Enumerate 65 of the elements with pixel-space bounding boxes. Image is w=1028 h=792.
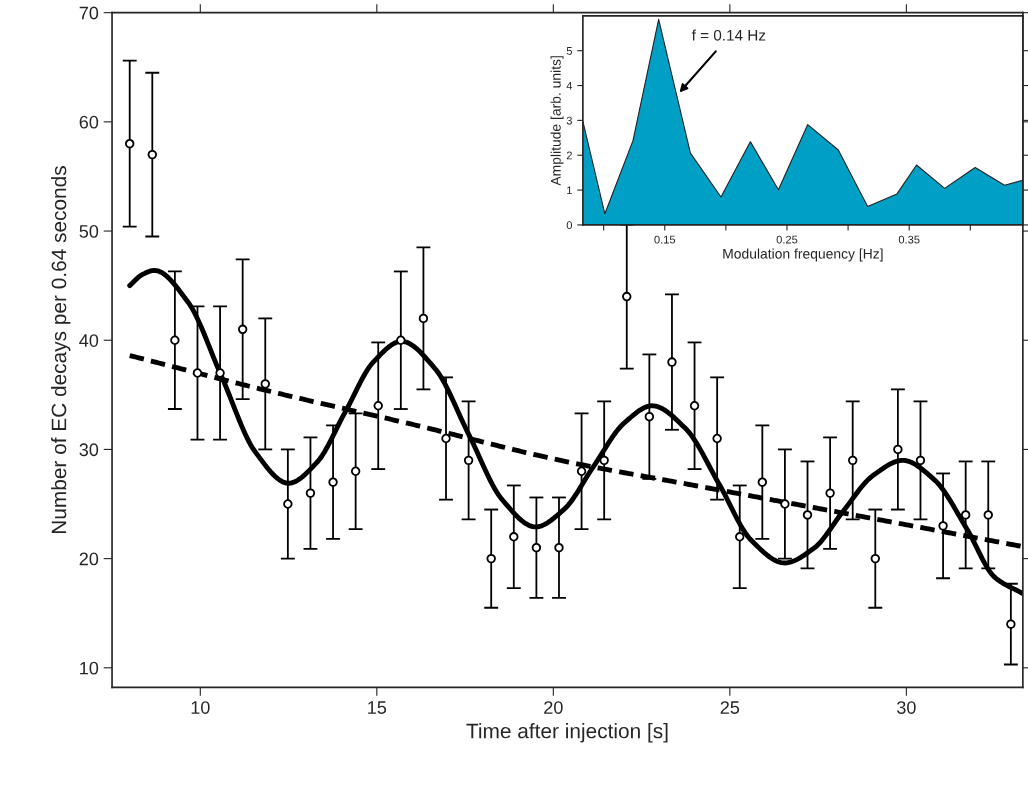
y-axis-title: Amplitude [arb. units] <box>550 56 564 186</box>
point <box>1006 619 1016 629</box>
point <box>870 553 881 564</box>
point <box>983 510 993 520</box>
y-tick-label: 3 <box>566 116 572 125</box>
point <box>463 455 474 466</box>
point <box>283 499 293 509</box>
point <box>757 477 768 487</box>
point <box>599 455 609 466</box>
y-tick-label: 20 <box>79 552 99 566</box>
y-tick-label: 5 <box>566 47 572 55</box>
point <box>418 313 429 324</box>
y-tick-label: 0 <box>566 221 573 230</box>
annotation: f = 0.14 Hz <box>691 29 766 41</box>
y-tick-label: 40 <box>79 334 99 347</box>
point <box>373 401 383 411</box>
x-axis-title: Modulation frequency [Hz] <box>723 248 883 262</box>
point <box>825 488 835 498</box>
y-tick-label: 70 <box>79 6 99 20</box>
y-tick-label: 4 <box>566 81 573 90</box>
y-tick-label: 10 <box>80 661 99 675</box>
point <box>509 532 519 542</box>
point <box>124 138 135 149</box>
x-tick-label: 10 <box>191 701 210 714</box>
point <box>847 455 858 466</box>
y-axis-title: Number of EC decays per 0.64 seconds <box>51 166 71 534</box>
x-tick-label: 0.15 <box>654 235 676 244</box>
point <box>622 291 632 302</box>
point <box>915 455 926 466</box>
point <box>938 521 948 531</box>
x-tick-label: 30 <box>897 701 916 714</box>
point <box>350 466 361 476</box>
point <box>554 542 564 553</box>
point <box>802 510 813 520</box>
point <box>893 444 903 455</box>
point <box>531 542 542 553</box>
y-tick-label: 1 <box>567 186 572 195</box>
point <box>667 357 677 367</box>
point <box>328 477 338 487</box>
x-tick-label: 0.35 <box>898 235 920 244</box>
point <box>192 368 203 378</box>
point <box>441 433 451 444</box>
x-axis-title: Time after injection [s] <box>466 723 668 743</box>
y-tick-label: 50 <box>79 224 99 238</box>
point <box>712 433 722 444</box>
point <box>305 488 316 498</box>
y-tick-label: 60 <box>79 115 99 129</box>
point <box>576 466 587 476</box>
point <box>260 379 270 389</box>
point <box>486 553 496 564</box>
point <box>147 149 158 160</box>
x-tick-label: 15 <box>368 701 387 714</box>
point <box>689 401 700 411</box>
point <box>237 324 248 335</box>
y-tick-label: 30 <box>79 443 99 457</box>
point <box>960 510 971 520</box>
y-tick-label: 2 <box>566 151 572 160</box>
point <box>735 532 745 542</box>
point <box>780 499 790 509</box>
x-tick-label: 20 <box>544 701 563 714</box>
x-tick-label: 25 <box>720 701 740 714</box>
point <box>396 335 406 345</box>
point <box>170 335 180 345</box>
point <box>644 411 655 422</box>
x-tick-label: 0.25 <box>776 235 798 244</box>
